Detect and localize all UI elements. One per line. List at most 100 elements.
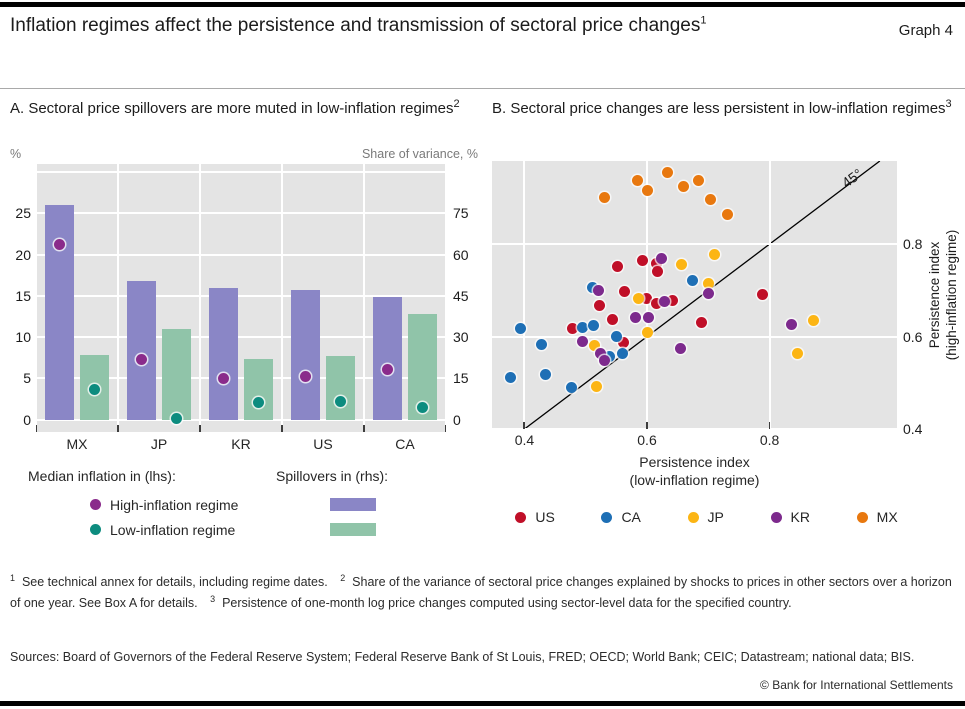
low-inflation-median-dot — [335, 396, 346, 407]
scatter-point-jp — [588, 339, 600, 351]
scatter-point-jp — [708, 249, 720, 261]
bottom-rule — [0, 701, 965, 706]
legend-item-ca: CA — [601, 509, 641, 525]
high-inflation-median-dot — [136, 353, 147, 365]
scatter-point-us — [696, 316, 708, 328]
category-label-jp: JP — [150, 436, 168, 452]
scatter-point-us — [667, 294, 679, 306]
bar-pair — [118, 164, 200, 432]
xaxis-tick — [646, 422, 648, 429]
gridline-v — [445, 164, 446, 432]
lhs-tick-label: 5 — [23, 370, 31, 387]
kr-dot-icon — [770, 511, 782, 523]
scatter-point-us — [566, 322, 578, 334]
scatter-point-kr — [577, 336, 589, 348]
scatter-point-mx — [678, 180, 690, 192]
bar-group-kr — [200, 164, 282, 432]
legend-rhs-header: Spillovers in (rhs): — [276, 468, 389, 484]
scatter-point-ca — [504, 372, 516, 384]
yaxis-tick-label: 0.8 — [903, 236, 923, 253]
panel-a-plot-row: 0 5 10 15 20 25 0 15 30 45 60 75 — [10, 164, 478, 432]
low-inflation-spillover-bar — [162, 328, 191, 420]
xaxis-tick-label: 0.6 — [637, 432, 657, 448]
gridline-v — [199, 164, 201, 432]
legend-rhs-column: Spillovers in (rhs): — [276, 468, 388, 542]
low-inflation-spillover-bar — [326, 356, 355, 420]
scatter-point-us — [607, 314, 619, 326]
panel-b-xaxis-ticks: 0.4 0.6 0.8 — [492, 429, 897, 451]
scatter-point-jp — [808, 314, 820, 326]
panel-a-yaxis-left: 0 5 10 15 20 25 — [10, 164, 36, 432]
panel-a-axis-units: % Share of variance, % — [10, 139, 478, 164]
scatter-point-ca — [617, 348, 628, 360]
yaxis-title-line2: (high-inflation regime) — [943, 229, 959, 361]
scatter-point-us — [637, 254, 649, 266]
bar-group-mx — [36, 164, 118, 432]
scatter-point-kr — [703, 287, 715, 299]
xaxis-tick — [445, 425, 446, 432]
scatter-point-us — [650, 298, 662, 310]
rhs-tick-label: 30 — [453, 329, 469, 346]
panel-b-plot: 45° — [492, 161, 897, 429]
scatter-point-mx — [598, 192, 610, 204]
panel-b: B. Sectoral price changes are less persi… — [478, 97, 961, 542]
scatter-point-ca — [566, 382, 578, 394]
legend-item-low-inflation: Low-inflation regime — [28, 517, 276, 542]
scatter-point-mx — [704, 194, 716, 206]
scatter-point-ca — [535, 338, 547, 350]
gridline-v — [36, 164, 37, 432]
xaxis-tick — [363, 425, 365, 432]
footnote-marker: 1 — [10, 572, 16, 583]
rhs-tick-label: 0 — [453, 411, 461, 428]
scatter-point-kr — [599, 354, 611, 366]
scatter-point-us — [618, 336, 630, 348]
scatter-point-jp — [632, 293, 644, 305]
scatter-point-kr — [594, 348, 606, 360]
xaxis-title-line2: (low-inflation regime) — [629, 472, 760, 489]
gridline-h — [36, 294, 446, 297]
legend-item-us: US — [515, 509, 555, 526]
rhs-tick-label: 75 — [453, 205, 469, 222]
scatter-point-mx — [661, 166, 673, 178]
scatter-point-ca — [604, 351, 616, 363]
lhs-unit-label: % — [10, 147, 22, 161]
gridline-h — [36, 212, 446, 215]
xaxis-tick — [281, 425, 283, 432]
gridline-h — [36, 253, 446, 256]
high-inflation-spillover-bar — [373, 297, 402, 420]
legend-label: KR — [790, 509, 810, 526]
scatter-point-jp — [676, 259, 688, 271]
lhs-tick-label: 15 — [15, 287, 31, 304]
legend-label: JP — [707, 509, 724, 526]
legend-item-label: High-inflation regime — [110, 496, 239, 513]
mx-dot-icon — [856, 511, 868, 523]
category-label-ca: CA — [395, 436, 415, 452]
scatter-point-kr — [593, 284, 605, 296]
category-label-kr: KR — [231, 436, 251, 452]
scatter-point-us — [651, 266, 663, 278]
scatter-point-kr — [630, 312, 642, 324]
panel-a-legend: Median inflation in (lhs): High-inflatio… — [28, 468, 478, 542]
xaxis-title-line1: Persistence index — [639, 454, 750, 470]
low-inflation-bar-swatch — [330, 523, 376, 536]
jp-dot-icon — [687, 511, 699, 523]
gridline-v — [523, 161, 526, 429]
legend-item-high-inflation: High-inflation regime — [28, 492, 276, 517]
xaxis-tick — [199, 425, 201, 432]
panel-a: A. Sectoral price spillovers are more mu… — [10, 97, 478, 542]
scatter-point-jp — [792, 348, 804, 360]
panel-b-title: B. Sectoral price changes are less persi… — [492, 97, 961, 139]
xaxis-tick — [523, 422, 525, 429]
scatter-point-ca — [576, 321, 588, 333]
low-inflation-dot-icon — [90, 524, 101, 535]
page-title-text: Inflation regimes affect the persistence… — [10, 15, 701, 36]
panel-b-yaxis-title: Persistence index (high-inflation regime… — [927, 161, 961, 429]
legend-item-jp: JP — [687, 509, 724, 526]
scatter-point-us — [618, 285, 630, 297]
panel-a-yaxis-right: 0 15 30 45 60 75 — [446, 164, 478, 432]
yaxis-title-line1: Persistence index — [927, 241, 942, 349]
footnote-marker: 2 — [340, 572, 346, 583]
scatter-point-ca — [539, 368, 551, 380]
high-inflation-spillover-bar — [45, 205, 74, 420]
legend-label: US — [535, 509, 555, 526]
